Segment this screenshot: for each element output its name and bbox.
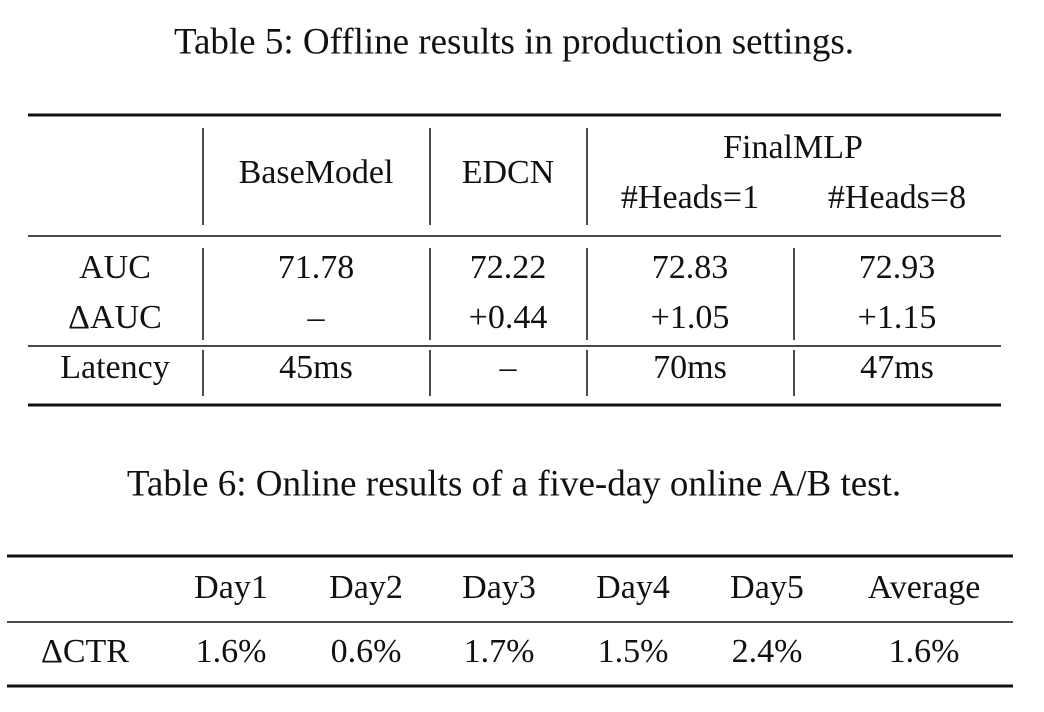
cell: 72.93 <box>859 249 936 286</box>
column-header: Day5 <box>730 569 804 606</box>
row-label: ΔCTR <box>41 633 129 670</box>
subcolumn-header: #Heads=1 <box>621 179 759 216</box>
cell: +0.44 <box>469 299 548 336</box>
cell: +1.05 <box>651 299 730 336</box>
cell: – <box>307 299 326 336</box>
cell: 45ms <box>279 349 353 386</box>
cell: 1.7% <box>464 633 535 670</box>
cell: 1.6% <box>196 633 267 670</box>
column-header: EDCN <box>462 154 555 191</box>
cell: 72.22 <box>470 249 547 286</box>
row-label: AUC <box>79 249 151 286</box>
column-header: Day1 <box>194 569 268 606</box>
column-header: Day3 <box>462 569 536 606</box>
column-header: Day2 <box>329 569 403 606</box>
row-label: Latency <box>60 349 170 386</box>
row-label: ΔAUC <box>68 299 162 336</box>
caption: Table 6: Online results of a five-day on… <box>127 463 901 504</box>
cell: +1.15 <box>858 299 937 336</box>
column-header: Average <box>868 569 981 606</box>
cell: 2.4% <box>732 633 803 670</box>
column-header: Day4 <box>596 569 670 606</box>
column-header: BaseModel <box>239 154 394 191</box>
cell: 1.5% <box>598 633 669 670</box>
cell: 70ms <box>653 349 727 386</box>
cell: 72.83 <box>652 249 729 286</box>
table-5-rules <box>28 113 1001 407</box>
cell: – <box>499 349 518 386</box>
cell: 71.78 <box>278 249 355 286</box>
cell: 47ms <box>860 349 934 386</box>
cell: 1.6% <box>889 633 960 670</box>
table-6-rules <box>7 554 1013 688</box>
caption: Table 5: Offline results in production s… <box>174 21 854 62</box>
subcolumn-header: #Heads=8 <box>828 179 966 216</box>
column-header: FinalMLP <box>723 129 863 166</box>
cell: 0.6% <box>331 633 402 670</box>
